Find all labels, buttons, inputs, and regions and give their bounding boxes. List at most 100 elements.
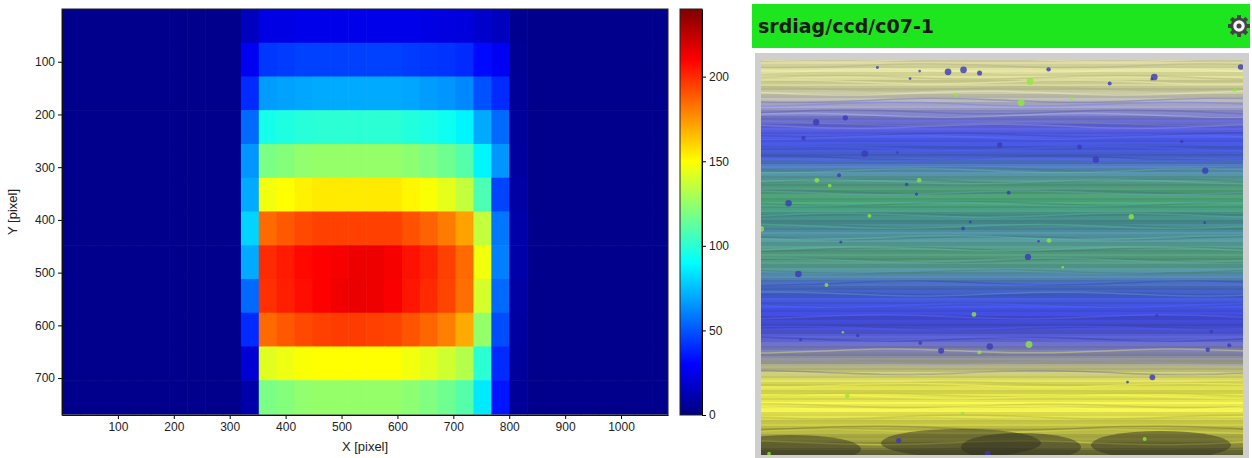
cell: [456, 313, 474, 347]
cell: [187, 279, 205, 313]
cell: [277, 245, 295, 279]
cell: [527, 178, 545, 212]
cell: [116, 43, 134, 77]
tick: 500: [332, 415, 352, 434]
tick-mark: [58, 62, 62, 63]
cell: [617, 245, 635, 279]
cell: [473, 110, 491, 144]
cell: [169, 279, 187, 313]
ccd-spot: [909, 77, 912, 80]
tick: 0: [702, 408, 716, 422]
colorbar: [680, 9, 702, 415]
cell: [581, 43, 599, 77]
ccd-spot: [960, 67, 967, 74]
ccd-spot: [1037, 240, 1040, 243]
ccd-spot: [954, 93, 958, 97]
cell: [259, 380, 277, 414]
tick-mark: [58, 325, 62, 326]
cell: [599, 9, 617, 43]
cell: [438, 110, 456, 144]
cell: [509, 43, 527, 77]
cell: [599, 43, 617, 77]
cell: [563, 144, 581, 178]
cell: [205, 110, 223, 144]
tick: 900: [556, 415, 576, 434]
tick-mark: [58, 220, 62, 221]
cell: [98, 110, 116, 144]
cell: [134, 380, 152, 414]
cell: [581, 211, 599, 245]
tick: 100: [35, 55, 62, 69]
cell: [295, 380, 313, 414]
cell: [384, 43, 402, 77]
cell: [312, 279, 330, 313]
cell: [456, 110, 474, 144]
tick: 200: [702, 70, 729, 84]
cell: [295, 144, 313, 178]
cell: [634, 245, 652, 279]
cell: [98, 380, 116, 414]
tick: 300: [35, 161, 62, 175]
cell: [116, 178, 134, 212]
cell: [563, 76, 581, 110]
ccd-spot: [1206, 348, 1210, 352]
cell: [223, 380, 241, 414]
cell: [259, 178, 277, 212]
tick-mark: [118, 415, 119, 419]
cell: [509, 76, 527, 110]
cell: [62, 9, 80, 43]
cell: [134, 313, 152, 347]
cell: [80, 9, 98, 43]
cell: [205, 178, 223, 212]
ccd-image: [761, 60, 1243, 455]
cell: [420, 43, 438, 77]
tick-mark: [702, 415, 706, 416]
cell: [277, 380, 295, 414]
cell: [312, 380, 330, 414]
cell: [116, 380, 134, 414]
tick-mark: [230, 415, 231, 419]
ccd-streak: [761, 213, 1243, 217]
ccd-spot: [918, 70, 921, 73]
ccd-spot: [905, 183, 908, 186]
cell: [98, 313, 116, 347]
cell: [312, 76, 330, 110]
cell: [116, 211, 134, 245]
cell: [599, 346, 617, 380]
cell: [509, 211, 527, 245]
ccd-spot: [1232, 89, 1235, 92]
cell: [599, 110, 617, 144]
ccd-spot: [801, 136, 806, 141]
cell: [241, 178, 259, 212]
tick: 100: [702, 239, 729, 253]
cell: [473, 178, 491, 212]
cell: [402, 211, 420, 245]
cell: [652, 76, 668, 110]
ccd-streak: [761, 348, 1243, 352]
ccd-streak: [761, 224, 1243, 228]
tick-mark: [702, 246, 706, 247]
cell: [151, 380, 169, 414]
ccd-spot: [862, 150, 869, 157]
ccd-spot: [843, 115, 848, 120]
ccd-streak: [761, 395, 1243, 399]
cell: [348, 245, 366, 279]
cell: [366, 178, 384, 212]
cell: [509, 346, 527, 380]
cell: [348, 9, 366, 43]
cell: [581, 346, 599, 380]
cell: [384, 313, 402, 347]
cell: [98, 9, 116, 43]
cell: [80, 144, 98, 178]
cell: [312, 144, 330, 178]
settings-icon[interactable]: [1228, 15, 1250, 37]
cell: [563, 43, 581, 77]
ccd-spot: [1238, 64, 1243, 70]
cell: [116, 110, 134, 144]
cell: [169, 313, 187, 347]
cell: [384, 380, 402, 414]
cell: [259, 346, 277, 380]
cell: [617, 110, 635, 144]
ccd-spot: [814, 178, 819, 183]
cell: [599, 178, 617, 212]
